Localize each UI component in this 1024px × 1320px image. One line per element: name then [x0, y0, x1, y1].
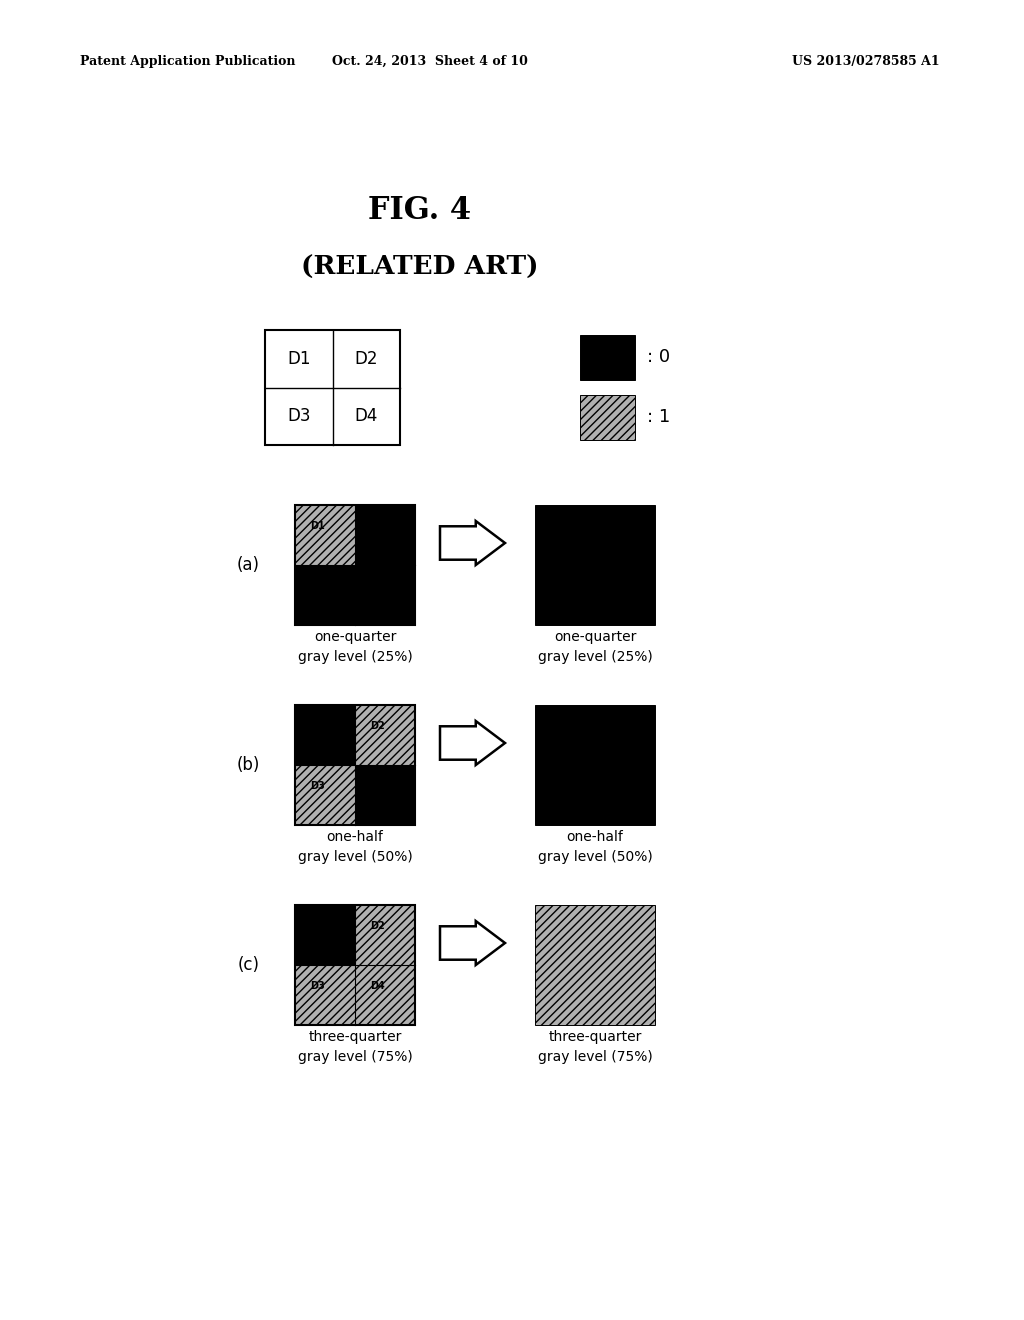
Bar: [535, 906, 655, 1026]
Bar: [295, 766, 355, 825]
Text: one-quarter
gray level (25%): one-quarter gray level (25%): [298, 630, 413, 664]
Text: three-quarter
gray level (75%): three-quarter gray level (75%): [298, 1030, 413, 1064]
Text: Patent Application Publication: Patent Application Publication: [80, 55, 296, 69]
Bar: [355, 766, 415, 825]
Bar: [295, 705, 415, 825]
Polygon shape: [440, 521, 505, 565]
Bar: [355, 565, 415, 624]
Bar: [295, 965, 355, 1026]
Text: D3: D3: [287, 408, 310, 425]
Bar: [580, 335, 635, 380]
Text: one-half
gray level (50%): one-half gray level (50%): [538, 830, 652, 863]
Bar: [580, 395, 635, 440]
Text: Oct. 24, 2013  Sheet 4 of 10: Oct. 24, 2013 Sheet 4 of 10: [332, 55, 528, 69]
Bar: [355, 506, 415, 565]
Text: one-quarter
gray level (25%): one-quarter gray level (25%): [538, 630, 652, 664]
Text: D2: D2: [354, 350, 378, 368]
Text: D3: D3: [310, 981, 326, 991]
Polygon shape: [440, 921, 505, 965]
Text: FIG. 4: FIG. 4: [369, 195, 472, 226]
Text: one-half
gray level (50%): one-half gray level (50%): [298, 830, 413, 863]
Bar: [355, 965, 415, 1026]
Text: D1: D1: [310, 521, 326, 531]
Text: D1: D1: [287, 350, 310, 368]
Text: D2: D2: [371, 721, 385, 731]
Text: US 2013/0278585 A1: US 2013/0278585 A1: [793, 55, 940, 69]
Bar: [295, 705, 355, 766]
Text: : 1: : 1: [647, 408, 671, 426]
Text: (b): (b): [237, 756, 260, 774]
Text: (c): (c): [238, 956, 260, 974]
Bar: [265, 330, 400, 445]
Text: (a): (a): [237, 556, 260, 574]
Text: D2: D2: [371, 921, 385, 931]
Bar: [295, 506, 355, 565]
Bar: [295, 906, 355, 965]
Text: D3: D3: [310, 781, 326, 791]
Bar: [295, 906, 415, 1026]
Text: three-quarter
gray level (75%): three-quarter gray level (75%): [538, 1030, 652, 1064]
Bar: [535, 705, 655, 825]
Text: (RELATED ART): (RELATED ART): [301, 255, 539, 280]
Text: : 0: : 0: [647, 348, 670, 367]
Polygon shape: [440, 721, 505, 766]
Bar: [295, 565, 355, 624]
Text: D4: D4: [371, 981, 385, 991]
Text: D4: D4: [354, 408, 378, 425]
Bar: [295, 506, 415, 624]
Bar: [355, 705, 415, 766]
Bar: [535, 506, 655, 624]
Bar: [355, 906, 415, 965]
